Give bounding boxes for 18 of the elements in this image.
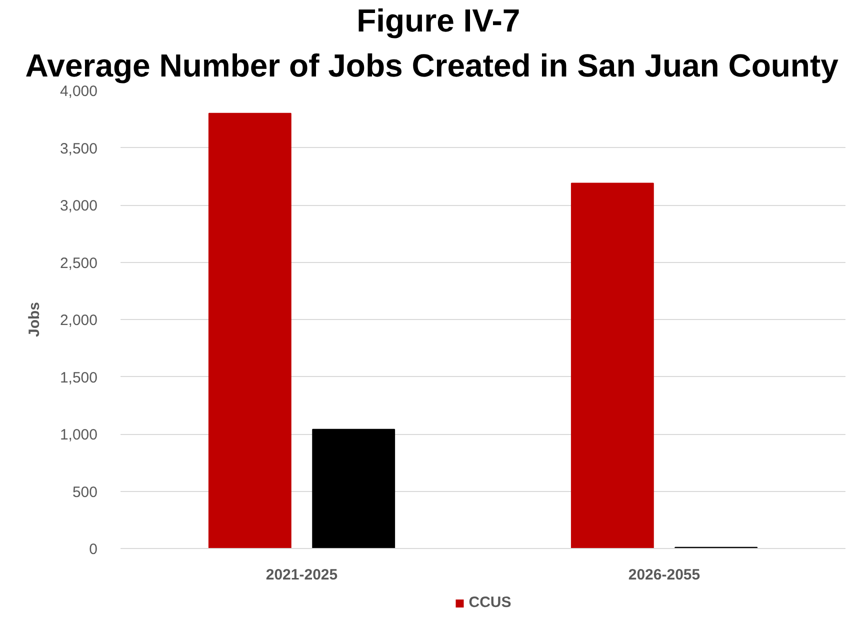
bar — [570, 182, 654, 548]
bar — [208, 112, 292, 548]
y-tick-label: 0 — [89, 541, 98, 558]
y-tick-label: 500 — [72, 484, 98, 501]
y-tick-label: 2,500 — [60, 254, 98, 272]
y-tick-label: 3,500 — [60, 140, 98, 158]
x-tick-label: 2026-2055 — [628, 566, 700, 584]
legend-label: CCUS — [468, 594, 512, 611]
chart-title: Figure IV-7 — [356, 2, 520, 38]
y-tick-label: 1,000 — [60, 426, 98, 444]
bar — [312, 428, 396, 548]
y-tick-label: 4,000 — [60, 83, 98, 100]
chart-subtitle: Average Number of Jobs Created in San Juan County — [25, 48, 839, 84]
x-tick-label: 2021-2025 — [266, 566, 338, 584]
y-tick-label: 2,000 — [60, 312, 98, 329]
y-tick-label: 1,500 — [60, 369, 98, 386]
y-tick-label: 3,000 — [60, 198, 98, 214]
y-axis-title: Jobs — [26, 302, 43, 338]
